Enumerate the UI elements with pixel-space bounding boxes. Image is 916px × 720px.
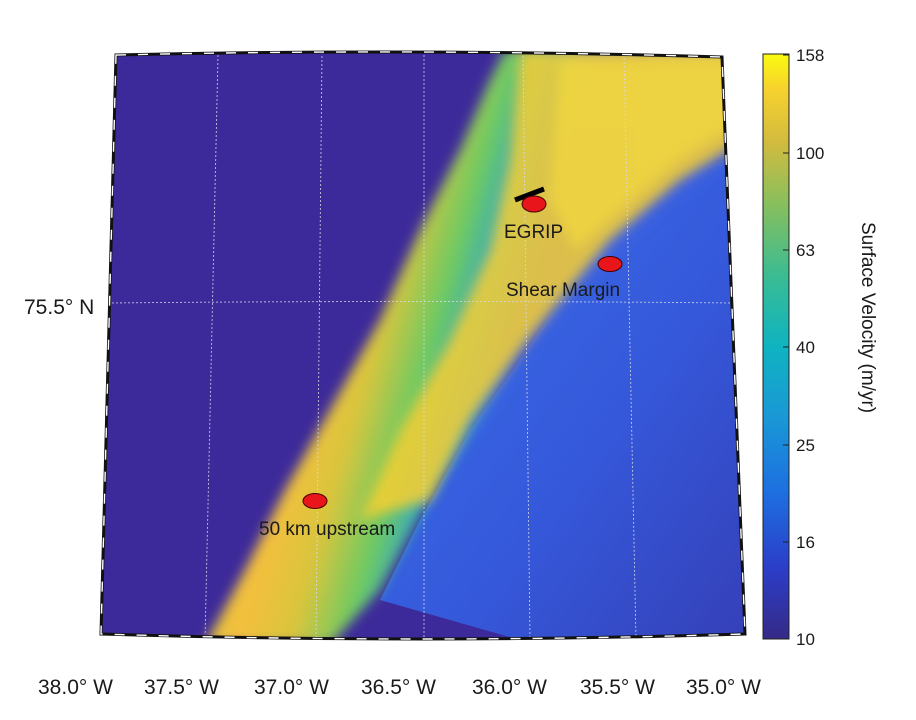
colorbar-tick-40: 40 [796,338,815,357]
lon-label-37.5: 37.5° W [144,676,219,699]
colorbar: 158 100 63 40 25 16 10 Surface Velocity … [762,46,878,649]
colorbar-tick-16: 16 [796,533,815,552]
lon-label-38.0: 38.0° W [38,676,113,699]
fastest-flow-core [550,55,745,250]
colorbar-tick-10: 10 [796,630,815,649]
colorbar-tick-25: 25 [796,436,815,455]
lon-label-35.5: 35.5° W [580,676,655,699]
lon-label-35.0: 35.0° W [686,676,761,699]
east-moderate-flow-region [380,150,745,639]
graticule [107,51,736,639]
colorbar-ticks [783,54,789,640]
meridian-35.5 [623,53,637,639]
colorbar-title: Surface Velocity (m/yr) [857,222,878,413]
shear-margin-marker [597,256,623,272]
colorbar-tick-63: 63 [796,241,815,260]
latitude-label: 75.5° N [24,296,94,319]
velocity-map [101,51,745,639]
upstream-marker [302,493,328,509]
egrip-marker [521,195,547,213]
lon-label-37.0: 37.0° W [254,676,329,699]
shear-margin-label: Shear Margin [506,280,620,301]
lon-label-36.5: 36.5° W [361,676,436,699]
map-frame-ticks [100,51,746,640]
meridian-37.5 [204,54,219,639]
upstream-label: 50 km upstream [259,519,395,540]
egrip-survey-line [514,186,545,203]
colorbar-tick-labels: 158 100 63 40 25 16 10 [796,46,824,649]
colorbar-tick-158: 158 [796,46,824,65]
egrip-label: EGRIP [504,222,563,243]
longitude-labels: 38.0° W 37.5° W 37.0° W 36.5° W 36.0° W … [38,676,761,699]
parallel-75.5 [107,301,736,304]
colorbar-tick-100: 100 [796,144,824,163]
lon-label-36.0: 36.0° W [472,676,547,699]
